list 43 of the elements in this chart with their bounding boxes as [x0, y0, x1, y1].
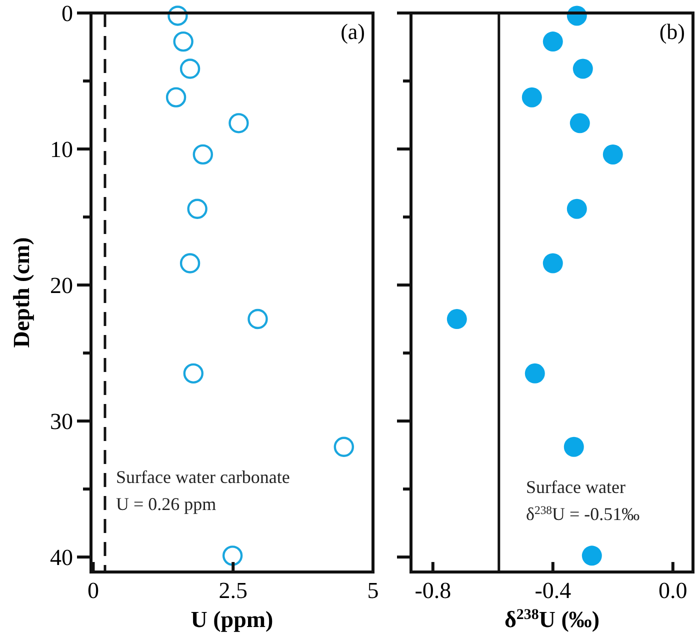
y-tick-label: 0: [62, 1, 73, 26]
point: [222, 546, 243, 566]
point: [183, 363, 204, 384]
point: [187, 198, 208, 219]
point: [566, 198, 587, 219]
chart-title: (b): [659, 19, 685, 44]
x-tick-label: 5: [367, 578, 379, 603]
point: [334, 436, 354, 457]
x-tick-label: -0.8: [414, 578, 452, 603]
point: [542, 253, 563, 274]
annotation: δ$^{238}$U = -0.51‰: [526, 504, 640, 524]
annotation: Surface water: [526, 477, 626, 497]
annotation: Surface water carbonate: [116, 467, 290, 487]
x-axis-title: δ$^{238}$U (‰): [504, 607, 600, 632]
point: [572, 58, 593, 79]
y-tick-label: 40: [50, 545, 73, 570]
point: [602, 144, 623, 164]
y-axis-title: Depth (cm): [9, 237, 34, 348]
x-axis-title: U (ppm): [190, 607, 274, 632]
point: [542, 32, 563, 52]
point: [168, 6, 188, 26]
point: [180, 58, 200, 79]
chart-title: (a): [340, 19, 365, 44]
point: [248, 308, 268, 330]
point: [228, 113, 249, 134]
point: [446, 309, 467, 330]
x-tick-label: 2.5: [218, 578, 248, 603]
point: [570, 113, 590, 134]
point: [192, 144, 214, 165]
point: [173, 31, 194, 52]
annotation: U = 0.26 ppm: [116, 494, 216, 514]
y-tick-label: 20: [50, 273, 73, 298]
y-tick-label: 10: [50, 137, 73, 162]
point: [522, 87, 542, 108]
y-tick-label: 30: [50, 409, 73, 434]
point: [180, 253, 200, 274]
point: [564, 436, 584, 457]
point: [582, 546, 602, 566]
point: [524, 363, 545, 384]
x-tick-label: -0.4: [534, 578, 572, 603]
x-tick-label: 0: [87, 578, 99, 603]
x-tick-label: 0.0: [658, 578, 688, 603]
point: [166, 87, 186, 108]
